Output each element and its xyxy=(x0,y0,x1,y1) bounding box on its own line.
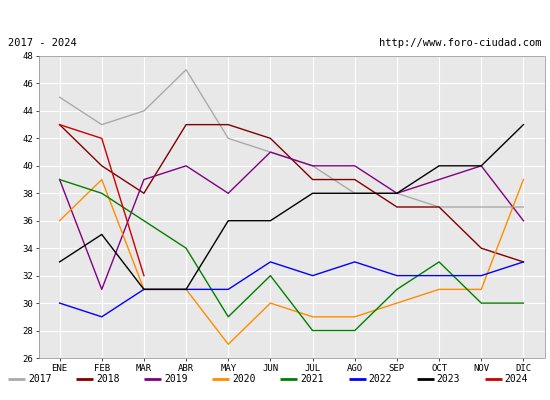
Text: 2019: 2019 xyxy=(164,374,188,384)
Text: 2018: 2018 xyxy=(96,374,119,384)
Text: 2021: 2021 xyxy=(300,374,324,384)
Text: 2017 - 2024: 2017 - 2024 xyxy=(8,38,77,48)
Text: 2017: 2017 xyxy=(28,374,52,384)
Text: 2024: 2024 xyxy=(504,374,528,384)
Text: 2020: 2020 xyxy=(232,374,256,384)
Text: 2022: 2022 xyxy=(368,374,392,384)
Text: 2023: 2023 xyxy=(436,374,460,384)
Text: Evolucion del paro registrado en Solana del Pino: Evolucion del paro registrado en Solana … xyxy=(95,8,455,22)
Text: http://www.foro-ciudad.com: http://www.foro-ciudad.com xyxy=(379,38,542,48)
